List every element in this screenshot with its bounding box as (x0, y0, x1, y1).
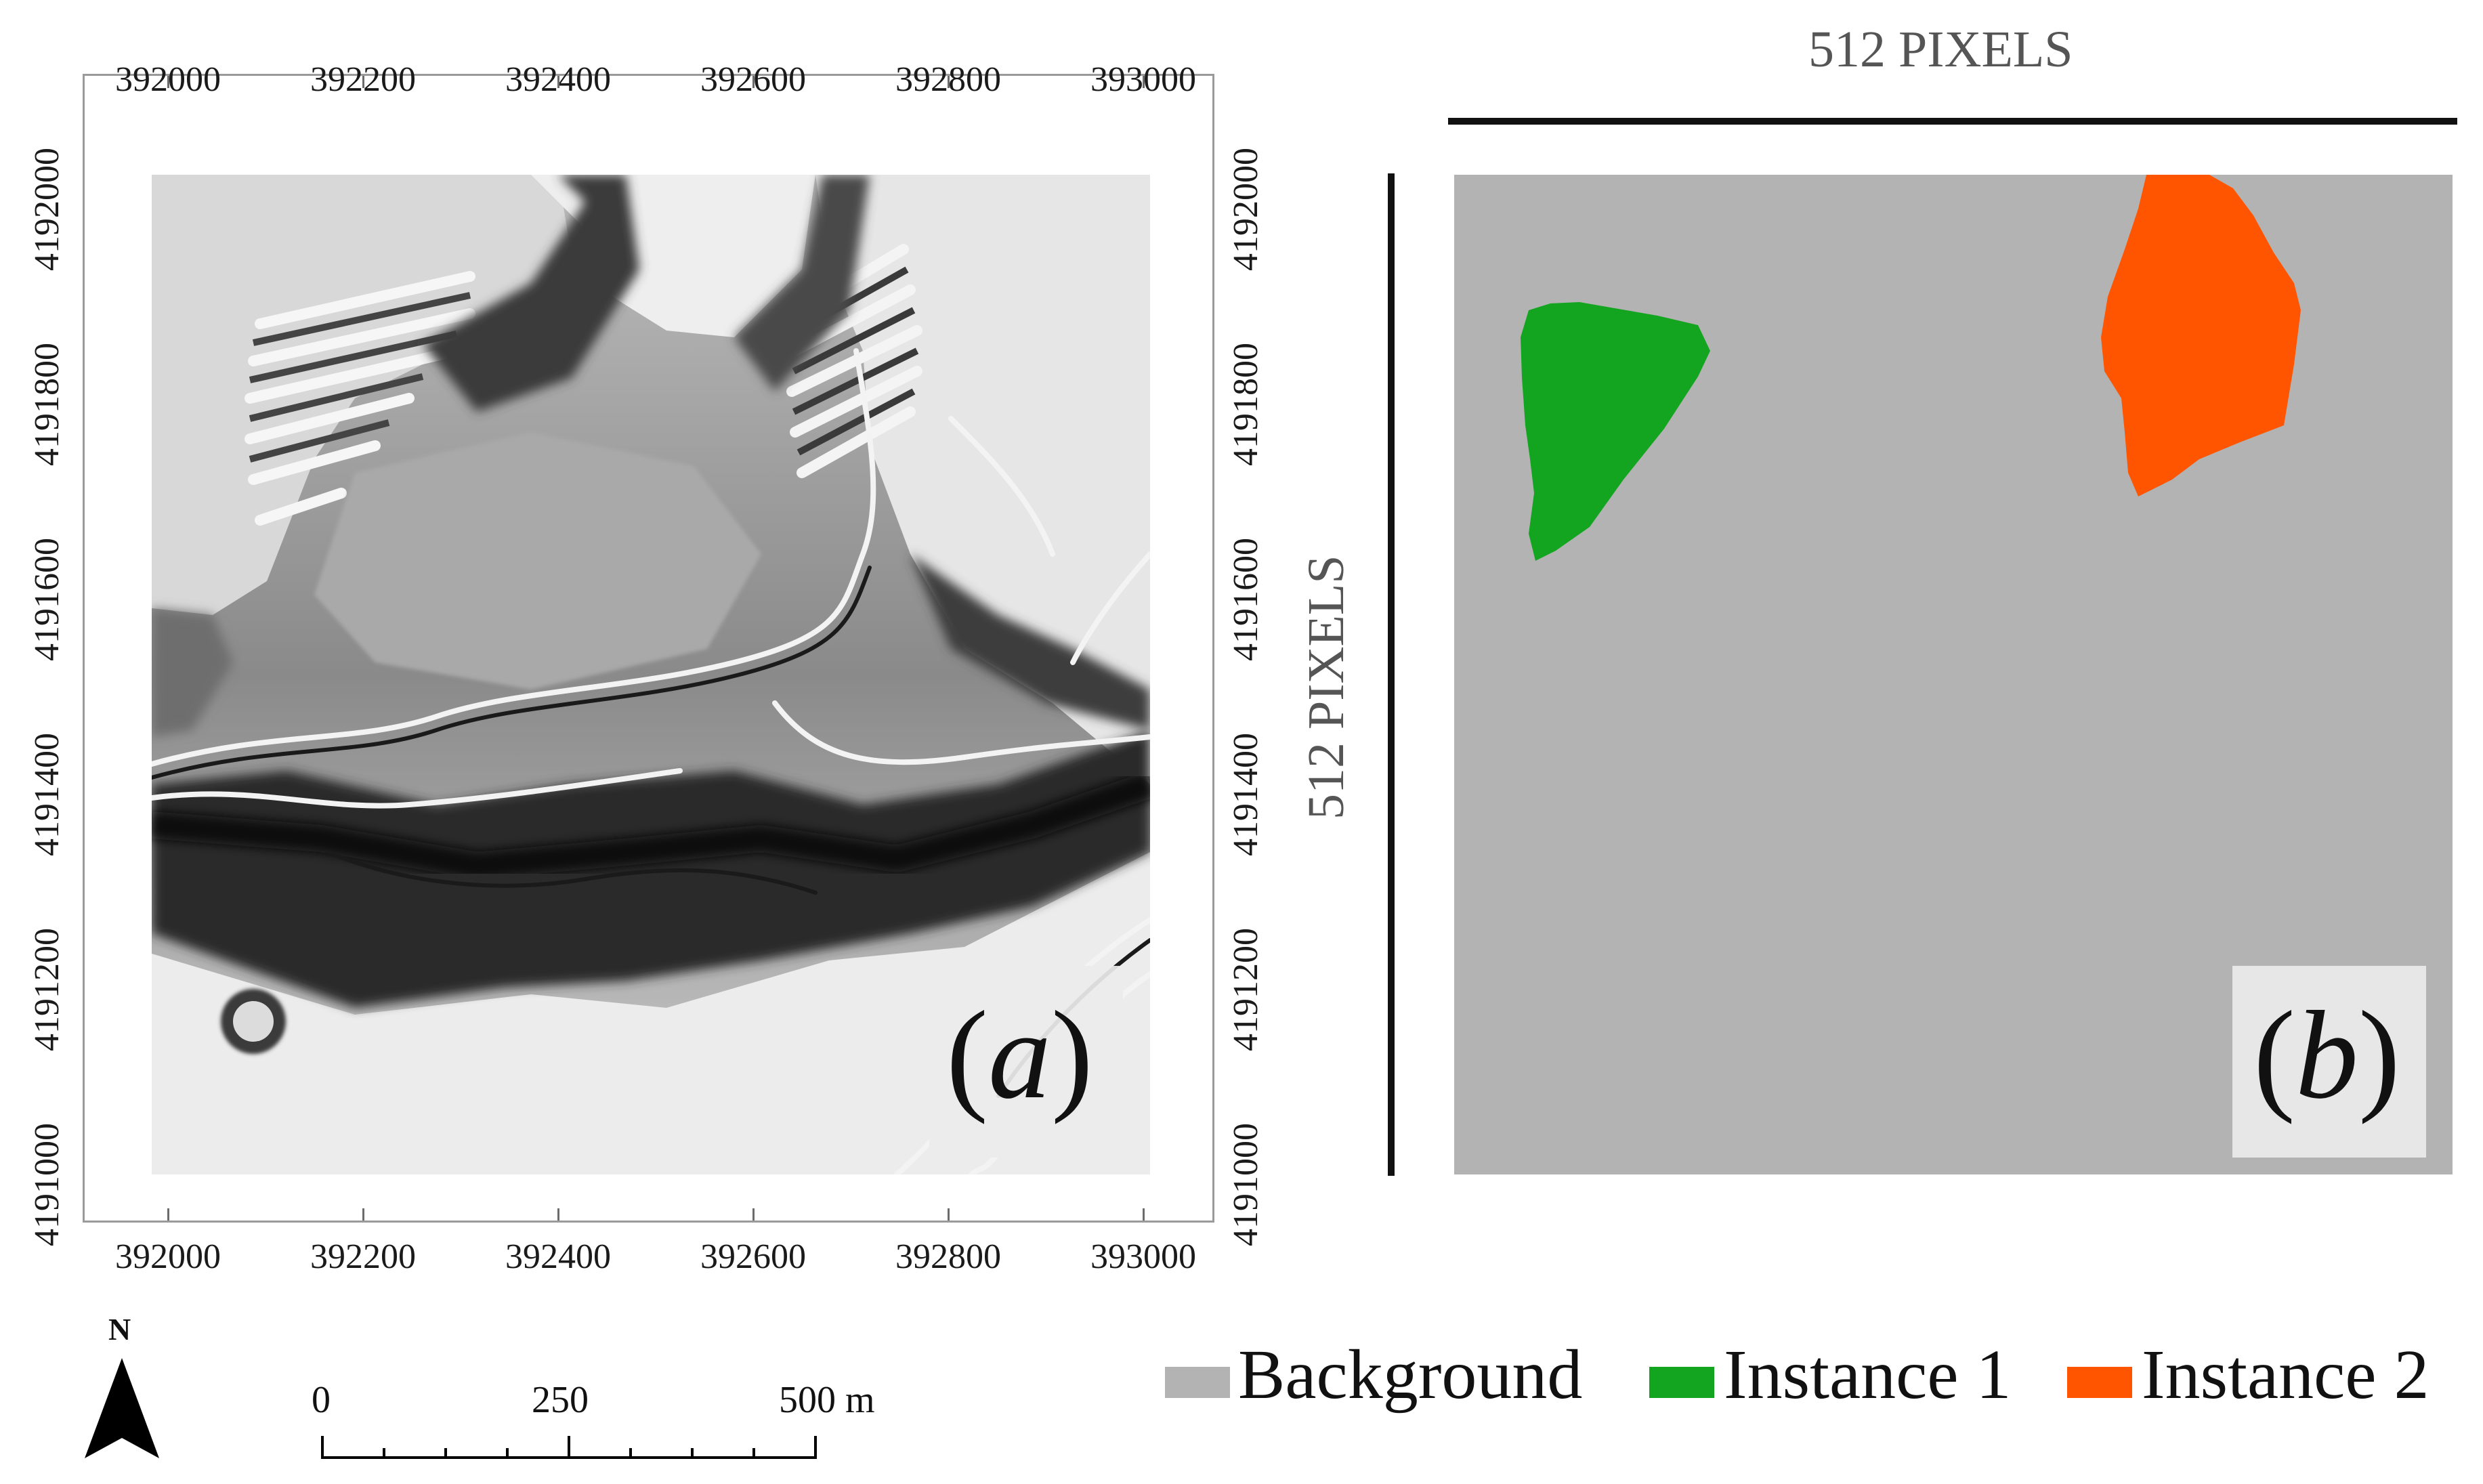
height-pixel-bar (1388, 173, 1395, 1176)
tick-mark (557, 76, 559, 88)
north-arrow-label: N (108, 1312, 131, 1347)
legend-swatch-instance-2 (2067, 1367, 2132, 1398)
x-tick-bottom: 392800 (895, 1237, 1001, 1276)
legend-label-instance-2: Instance 2 (2142, 1336, 2429, 1414)
x-tick-bottom: 392400 (505, 1237, 611, 1276)
y-tick-right: 4191200 (1227, 928, 1265, 1051)
y-tick-left: 4191800 (28, 343, 66, 466)
x-tick-bottom: 392600 (700, 1237, 806, 1276)
y-tick-right: 4191600 (1227, 538, 1265, 661)
legend-label-background: Background (1238, 1336, 1583, 1414)
y-tick-right: 4192000 (1227, 148, 1265, 271)
y-tick-right: 4191800 (1227, 343, 1265, 466)
tick-mark (752, 76, 755, 88)
tick-mark (948, 1208, 950, 1221)
scale-label-500m: 500 m (779, 1379, 875, 1421)
x-tick-bottom: 393000 (1090, 1237, 1196, 1276)
tick-mark (362, 1208, 364, 1221)
legend-swatch-instance-1 (1649, 1367, 1714, 1398)
panel-label-box-b (2232, 966, 2426, 1158)
y-tick-left: 4191200 (28, 928, 66, 1051)
tick-mark (167, 1208, 169, 1221)
scale-bar (321, 1436, 817, 1459)
legend-swatch-background (1165, 1367, 1230, 1398)
panel-label-box-a (929, 966, 1123, 1158)
tick-mark (1143, 1208, 1145, 1221)
y-tick-left: 4192000 (28, 148, 66, 271)
tick-mark (1143, 76, 1145, 88)
tick-mark (948, 76, 950, 88)
mask-instance-2 (2101, 175, 2301, 496)
x-tick-bottom: 392000 (115, 1237, 221, 1276)
hillshade-map (152, 175, 1150, 1174)
x-tick-bottom: 392200 (310, 1237, 416, 1276)
panel-label-a: (a) (946, 985, 1093, 1125)
y-tick-left: 4191400 (28, 733, 66, 856)
y-tick-left: 4191000 (28, 1123, 66, 1246)
tick-mark (362, 76, 364, 88)
y-tick-right: 4191000 (1227, 1123, 1265, 1246)
scale-label-0: 0 (312, 1379, 331, 1421)
height-pixel-label: 512 PIXELS (1298, 555, 1355, 820)
scale-label-250: 250 (532, 1379, 589, 1421)
mask-instance-1 (1521, 302, 1710, 561)
tick-mark (557, 1208, 559, 1221)
legend-label-instance-1: Instance 1 (1724, 1336, 2012, 1414)
panel-label-b: (b) (2253, 985, 2400, 1125)
width-pixel-label: 512 PIXELS (1808, 21, 2073, 78)
tick-mark (752, 1208, 755, 1221)
tick-mark (167, 76, 169, 88)
y-tick-right: 4191400 (1227, 733, 1265, 856)
width-pixel-bar (1448, 118, 2457, 125)
y-tick-left: 4191600 (28, 538, 66, 661)
north-arrow-icon (85, 1358, 159, 1458)
